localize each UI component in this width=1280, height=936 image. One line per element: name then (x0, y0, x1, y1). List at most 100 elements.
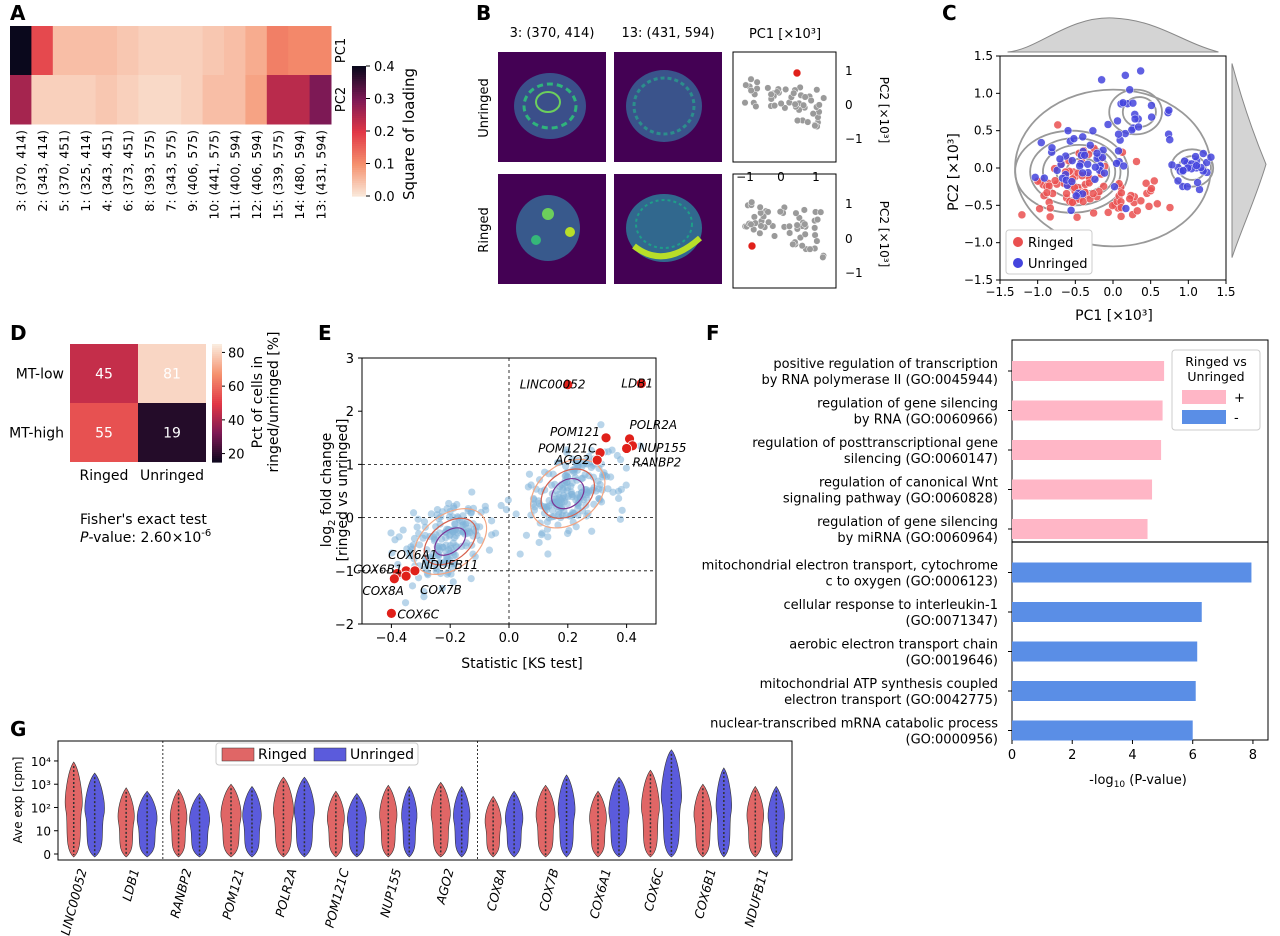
b-scatter-title: PC1 [×10³] (749, 27, 821, 42)
go-term-label: signaling pathway (GO:0060828) (783, 492, 998, 507)
heatmap-cell (159, 75, 182, 125)
heatmap-cell (138, 403, 206, 462)
b-ytick: 1 (845, 197, 853, 211)
go-term-label: by RNA polymerase II (GO:0045944) (761, 373, 998, 388)
violin (484, 795, 502, 858)
c-ytick: −1.5 (964, 273, 993, 287)
violin-g: 10⁴ 10³ 10² 10 0 LINC00052 LDB1 RANBP2 POM121 POL… (31, 740, 793, 936)
heatmap-value: 45 (95, 367, 113, 383)
go-term-label: mitochondrial electron transport, cytoch… (702, 559, 998, 574)
heatmap-cell (31, 26, 54, 76)
gene-label: COX7B (420, 583, 462, 597)
c-legend (1005, 229, 1093, 275)
heatmap-col-label: 5: (370, 451) (57, 130, 72, 212)
bar (1012, 440, 1162, 460)
heatmap-cell (288, 26, 311, 76)
heatmap-cell (245, 26, 268, 76)
e-ytick: 0 (346, 512, 354, 527)
gene-label: COX6A1 (586, 867, 614, 920)
heatmap-cell (74, 26, 97, 76)
g-ylabel: Ave exp [cpm] (11, 757, 25, 844)
g-ytick: 0 (43, 848, 51, 862)
gene-label: COX8A (362, 584, 404, 598)
e-xtick: 0.2 (557, 631, 578, 646)
heatmap-cell (309, 26, 332, 76)
gene-label: COX8A (483, 867, 509, 913)
heatmap-a: 3: (370, 414) 2: (343, 414) 5: (370, 451) 1… (10, 26, 349, 220)
violin (641, 769, 660, 858)
bar (1012, 602, 1202, 622)
gene-label: COX7B (536, 867, 562, 913)
e-ytick: 1 (346, 458, 354, 473)
highlight-point (388, 573, 400, 585)
b-ytick: −1 (845, 266, 863, 280)
c-ytick: −0.5 (964, 198, 993, 212)
gene-label: NUP155 (377, 867, 404, 919)
heatmap-cell (95, 26, 118, 76)
e-ytick: −2 (335, 618, 354, 633)
highlight-point (562, 379, 574, 391)
go-term-label: (GO:0000956) (906, 733, 999, 748)
bar (1012, 519, 1148, 539)
e-ylabel-1: log2 fold change (319, 433, 338, 547)
bar (1012, 479, 1153, 500)
heatmap-cell (159, 26, 182, 76)
heatmap-cell (31, 75, 54, 125)
c-legend-unringed: Unringed (1028, 257, 1087, 272)
go-term-label: regulation of gene silencing (817, 515, 998, 530)
gene-label: LDB1 (621, 377, 653, 391)
go-term-label: aerobic electron transport chain (789, 638, 998, 653)
b-ytick: 0 (845, 232, 853, 246)
d-test-line2: P-value: 2.60×10-6 (80, 528, 211, 546)
heatmap-cell (202, 26, 225, 76)
g-legend-ringed: Ringed (258, 747, 307, 763)
heatmap-cell (181, 26, 204, 76)
highlight-point (792, 68, 802, 78)
c-xlabel: PC1 [×10³] (1075, 308, 1153, 324)
heatmap-cell (52, 26, 75, 76)
colorbar-a: 0.0 0.1 0.2 0.3 0.4 (352, 60, 395, 205)
bar (1012, 361, 1165, 381)
heatmap-cell (95, 75, 118, 125)
b-xtick: 0 (777, 170, 785, 184)
gene-label: LDB1 (119, 867, 142, 903)
e-xlabel: Statistic [KS test] (461, 656, 582, 672)
gene-label: LINC00052 (520, 378, 586, 392)
f-xtick: 8 (1249, 748, 1257, 763)
volcano-e: −0.4 −0.2 0.0 0.2 0.4 3 2 1 0 −1 −2 LINC00052 LDB1 PO… (335, 352, 687, 646)
violin (117, 787, 135, 858)
heatmap-col-label: 6: (373, 451) (121, 130, 136, 212)
c-xtick: −1.5 (985, 285, 1014, 299)
heatmap-value: 81 (163, 367, 181, 383)
e-xtick: −0.4 (376, 631, 408, 646)
b-ylabel-bottom: PC2 [×10³] (877, 201, 891, 268)
gene-label: COX6B1 (691, 867, 719, 920)
d-row-label: MT-low (16, 367, 64, 383)
d-colorbar-tick: 60 (228, 380, 245, 395)
go-term-label: regulation of gene silencing (817, 397, 998, 412)
violin (64, 761, 83, 858)
g-ytick: 10 (36, 825, 51, 839)
colorbar-tick: 0.3 (374, 93, 395, 108)
c-legend-ringed: Ringed (1028, 236, 1073, 251)
b-col-title-2: 13: (431, 594) (621, 26, 714, 41)
panel-letter-b: B (476, 1, 491, 25)
e-ylabel-2: [ringed vs unringed] (335, 419, 351, 562)
highlight-point (635, 378, 647, 389)
heatmap-cell (224, 75, 246, 125)
gene-label: AGO2 (554, 453, 590, 467)
bar (1012, 562, 1252, 583)
e-ytick: −1 (335, 565, 354, 580)
heatmap-col-label: 3: (370, 414) (14, 130, 29, 212)
heatmap-col-label: 10: (441, 575) (206, 130, 221, 220)
gene-label: POM121C (538, 442, 597, 456)
heatmap-col-label: 4: (343, 451) (99, 130, 114, 212)
highlight-point (747, 241, 757, 251)
gene-label: COX6C (397, 607, 439, 621)
go-term-label: electron transport (GO:0042775) (784, 693, 998, 708)
violin (767, 785, 785, 858)
panel-letter-f: F (706, 321, 720, 345)
e-xtick: 0.4 (616, 631, 637, 646)
bar (1012, 400, 1163, 421)
